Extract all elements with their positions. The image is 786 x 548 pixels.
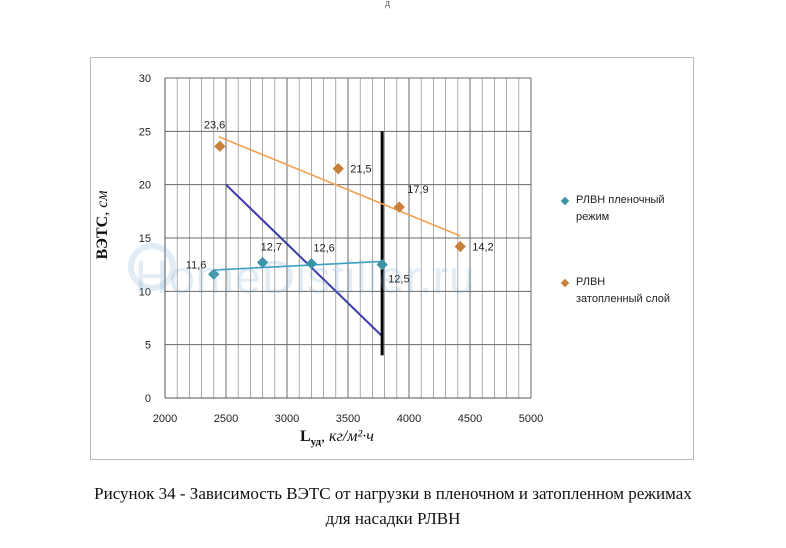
chart-frame: 2000 2500 3000 3500 4000 4500 5000 0 5 10 15 20 25 30…	[90, 57, 694, 460]
x-tick-label: 3000	[275, 413, 299, 425]
diagonal-line	[225, 183, 383, 337]
watermark-logo-icon	[128, 243, 176, 291]
data-point-film	[305, 257, 318, 270]
data-point-flooded	[454, 240, 466, 253]
data-label-flooded: 14,2	[472, 242, 493, 254]
y-tick-label: 0	[145, 393, 151, 405]
legend-label-film-line1: РЛВН пленочный	[576, 194, 665, 206]
y-axis-title-unit: , см	[94, 190, 111, 216]
y-tick-label: 20	[139, 180, 151, 192]
y-tick-label: 30	[139, 73, 151, 85]
y-tick-label: 5	[145, 340, 151, 352]
data-label-film: 12,6	[313, 243, 334, 255]
data-point-flooded	[393, 201, 405, 213]
data-point-film	[376, 259, 388, 271]
data-label-film: 12,5	[388, 274, 409, 286]
trend-line-flooded	[218, 135, 461, 237]
x-axis-title: Lуд, кг/м²·ч	[300, 428, 374, 448]
x-tick-label: 3500	[336, 413, 360, 425]
y-tick-label: 25	[139, 126, 151, 138]
y-tick-label: 15	[139, 233, 151, 245]
data-label-flooded: 17,9	[407, 184, 428, 196]
data-point-film	[256, 256, 269, 269]
figure-caption-line2: для насадки РЛВН	[325, 509, 461, 528]
legend-label-flooded-line1: РЛВН	[576, 276, 606, 288]
x-tick-label: 2500	[214, 413, 238, 425]
chart-plot-svg: 2000 2500 3000 3500 4000 4500 5000051015202530…	[139, 73, 543, 425]
trend-line-film	[213, 260, 383, 271]
data-point-flooded	[214, 140, 226, 152]
data-label-film: 11,6	[186, 259, 207, 271]
page-top-mark: д	[385, 0, 391, 9]
figure-caption: Рисунок 34 - Зависимость ВЭТС от нагрузк…	[0, 481, 786, 531]
x-tick-label: 5000	[519, 413, 543, 425]
data-point-flooded	[332, 163, 344, 175]
legend-label-flooded-line2: затопленный слой	[576, 293, 671, 305]
legend-entry-flooded: РЛВН затопленный слой	[560, 274, 671, 308]
legend-entry-film: РЛВН пленочный режим	[560, 192, 665, 226]
x-tick-label: 4500	[458, 413, 482, 425]
x-axis-title-main: L	[300, 428, 311, 445]
x-axis-title-unit: , кг/м²·ч	[321, 428, 374, 445]
y-axis-title: ВЭТС, см	[94, 190, 112, 259]
figure-caption-line1: Рисунок 34 - Зависимость ВЭТС от нагрузк…	[94, 484, 692, 503]
data-label-flooded: 21,5	[350, 164, 371, 176]
x-tick-label: 4000	[397, 413, 421, 425]
data-label-flooded: 23,6	[204, 119, 225, 131]
data-label-film: 12,7	[261, 242, 282, 254]
x-tick-label: 2000	[153, 413, 177, 425]
legend-label-film-line2: режим	[576, 211, 610, 223]
watermark-text: HomeDistiller.ru	[135, 251, 476, 303]
y-axis-title-main: ВЭТС	[94, 215, 111, 260]
x-axis-title-sub: уд	[310, 436, 322, 449]
